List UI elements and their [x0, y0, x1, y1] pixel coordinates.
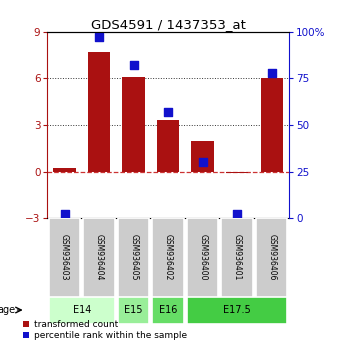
Bar [88, 52, 110, 172]
Text: GSM936404: GSM936404 [95, 234, 104, 281]
Text: E14: E14 [73, 305, 91, 315]
Bar [122, 77, 145, 172]
Bar [157, 120, 179, 172]
Bar [49, 297, 115, 324]
Bar [53, 169, 76, 172]
Text: GSM936403: GSM936403 [60, 234, 69, 281]
Title: GDS4591 / 1437353_at: GDS4591 / 1437353_at [91, 18, 246, 31]
Bar [187, 297, 287, 324]
Bar [256, 218, 287, 297]
Bar [118, 297, 149, 324]
Bar [261, 78, 283, 172]
Bar [187, 218, 218, 297]
Bar [49, 218, 80, 297]
Text: age: age [0, 305, 16, 315]
Legend: transformed count, percentile rank within the sample: transformed count, percentile rank withi… [23, 320, 187, 340]
Point [62, 212, 67, 217]
Point [166, 109, 171, 115]
Bar [152, 218, 184, 297]
Bar [83, 218, 115, 297]
Bar [118, 218, 149, 297]
Bar [226, 172, 248, 173]
Point [269, 70, 274, 76]
Text: GSM936400: GSM936400 [198, 234, 207, 281]
Text: GSM936405: GSM936405 [129, 234, 138, 281]
Text: E15: E15 [124, 305, 143, 315]
Text: E17.5: E17.5 [223, 305, 251, 315]
Bar [221, 218, 253, 297]
Point [200, 159, 206, 165]
Text: GSM936406: GSM936406 [267, 234, 276, 281]
Text: GSM936402: GSM936402 [164, 234, 173, 280]
Point [96, 35, 102, 40]
Text: GSM936401: GSM936401 [233, 234, 242, 280]
Point [235, 212, 240, 217]
Text: E16: E16 [159, 305, 177, 315]
Bar [152, 297, 184, 324]
Point [131, 63, 136, 68]
Bar [191, 141, 214, 172]
